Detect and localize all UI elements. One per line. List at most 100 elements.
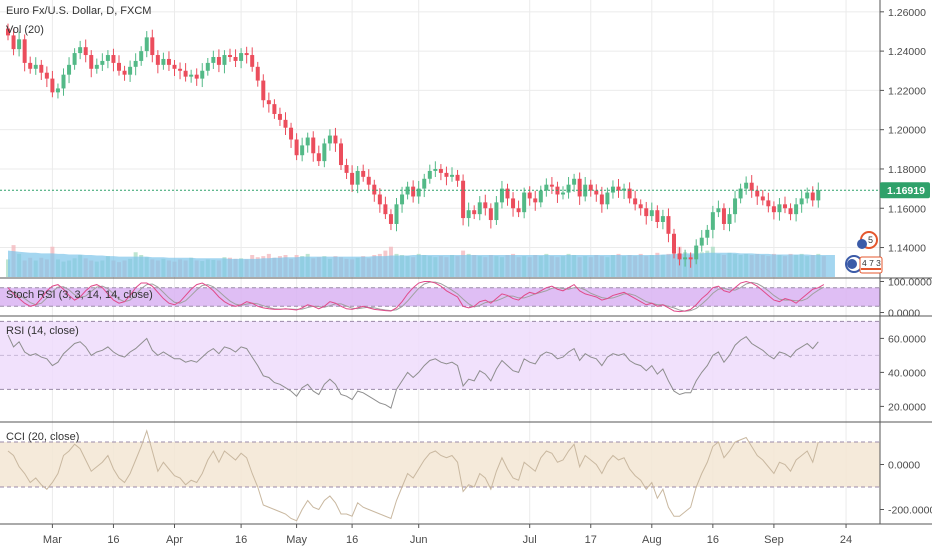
candle-body <box>733 198 738 215</box>
candle-body <box>144 37 149 52</box>
candle-body <box>488 208 493 221</box>
candle-body <box>244 53 249 56</box>
rsi-legend[interactable]: RSI (14, close) <box>6 325 79 337</box>
candle-body <box>405 186 410 195</box>
event-badges[interactable]: 5 4 7 3 <box>845 231 883 274</box>
candle-body <box>494 202 499 221</box>
time-axis-label[interactable]: Apr <box>166 534 183 546</box>
candle-body <box>577 178 582 197</box>
candle-body <box>777 204 782 213</box>
time-axis-label[interactable]: 16 <box>235 534 247 546</box>
candle-body <box>644 208 649 217</box>
candle-body <box>422 178 427 189</box>
price-axis-tick-label[interactable]: 1.20000 <box>888 125 926 137</box>
candle-body <box>633 198 638 205</box>
candle-body <box>78 47 83 54</box>
cci-axis-tick-label[interactable]: 0.0000 <box>888 460 920 472</box>
candle-body <box>28 62 33 69</box>
candle-body <box>222 55 227 65</box>
time-axis-label[interactable]: 16 <box>707 534 719 546</box>
candle-body <box>771 206 776 213</box>
price-axis-tick-label[interactable]: 1.26000 <box>888 7 926 19</box>
candle-body <box>699 237 704 246</box>
candle-body <box>638 204 643 209</box>
time-axis-label[interactable]: 16 <box>346 534 358 546</box>
price-axis-tick-label[interactable]: 1.14000 <box>888 243 926 255</box>
candle-body <box>705 229 710 238</box>
candle-body <box>444 172 449 177</box>
volume-pane <box>6 245 835 277</box>
candle-body <box>599 194 604 205</box>
candle-body <box>744 182 749 189</box>
candle-body <box>816 190 821 201</box>
candle-body <box>788 208 793 215</box>
candle-body <box>572 178 577 185</box>
time-axis-label[interactable]: 17 <box>585 534 597 546</box>
candle-body <box>150 37 155 56</box>
candle-body <box>261 80 266 101</box>
candle-body <box>688 257 693 260</box>
candle-body <box>766 200 771 207</box>
candle-body <box>727 214 732 224</box>
time-axis-label[interactable]: Aug <box>642 534 662 546</box>
price-axis-tick-label[interactable]: 1.18000 <box>888 164 926 176</box>
candle-body <box>183 70 188 77</box>
price-pane[interactable] <box>0 23 880 268</box>
flag-icon <box>847 259 857 269</box>
price-axis-tick-label[interactable]: 1.24000 <box>888 46 926 58</box>
candle-body <box>211 57 216 63</box>
candle-body <box>749 182 754 191</box>
candle-body <box>272 104 277 114</box>
candle-body <box>605 192 610 205</box>
candle-body <box>266 100 271 105</box>
cci-axis-tick-label[interactable]: -200.0000 <box>888 505 932 517</box>
candle-body <box>105 55 110 61</box>
time-axis-label[interactable]: Jul <box>523 534 537 546</box>
rsi-axis-tick-label[interactable]: 60.0000 <box>888 333 926 345</box>
candle-body <box>483 202 488 209</box>
volume-legend[interactable]: Vol (20) <box>6 24 44 36</box>
time-axis-label[interactable]: Mar <box>43 534 62 546</box>
stoch-axis-tick-label[interactable]: 0.0000 <box>888 308 920 320</box>
price-tag: 1.16919 <box>880 182 930 199</box>
candle-body <box>660 216 665 222</box>
candle-body <box>783 204 787 209</box>
candle-body <box>461 180 466 219</box>
candle-body <box>139 51 144 61</box>
price-axis-tick-label[interactable]: 1.22000 <box>888 85 926 97</box>
time-axis-label[interactable]: Jun <box>410 534 428 546</box>
candle-body <box>388 214 393 224</box>
candle-body <box>33 64 38 69</box>
stoch-axis-tick-label[interactable]: 100.0000 <box>888 276 932 288</box>
time-axis-label[interactable]: May <box>286 534 307 546</box>
candle-body <box>627 188 632 199</box>
candle-body <box>344 165 349 173</box>
symbol-title[interactable]: Euro Fx/U.S. Dollar, D, FXCM <box>6 5 151 17</box>
candle-body <box>400 194 405 205</box>
candle-body <box>516 208 521 213</box>
candle-body <box>544 184 549 191</box>
candle-body <box>339 143 343 166</box>
stoch-rsi-legend[interactable]: Stoch RSI (3, 3, 14, 14, close) <box>6 289 153 301</box>
time-axis-label[interactable]: 16 <box>107 534 119 546</box>
candle-body <box>233 57 238 61</box>
candle-body <box>366 176 371 185</box>
pane-separators[interactable] <box>0 277 932 525</box>
time-axis-label[interactable]: Sep <box>764 534 784 546</box>
candle-body <box>694 245 699 260</box>
rsi-axis-tick-label[interactable]: 40.0000 <box>888 367 926 379</box>
price-axis-tick-label[interactable]: 1.16000 <box>888 203 926 215</box>
candle-body <box>311 137 316 154</box>
time-axis-label[interactable]: 24 <box>840 534 852 546</box>
candle-body <box>466 210 471 219</box>
candle-body <box>172 64 177 69</box>
candle-body <box>416 188 421 197</box>
rsi-axis-tick-label[interactable]: 20.0000 <box>888 401 926 413</box>
candle-body <box>250 55 255 67</box>
axes[interactable]: 1.26000 1.24000 1.22000 1.20000 1.18000 1.160… <box>43 0 932 546</box>
candle-body <box>189 74 194 77</box>
candle-body <box>350 172 355 185</box>
cci-legend[interactable]: CCI (20, close) <box>6 431 79 443</box>
candle-body <box>361 170 366 177</box>
